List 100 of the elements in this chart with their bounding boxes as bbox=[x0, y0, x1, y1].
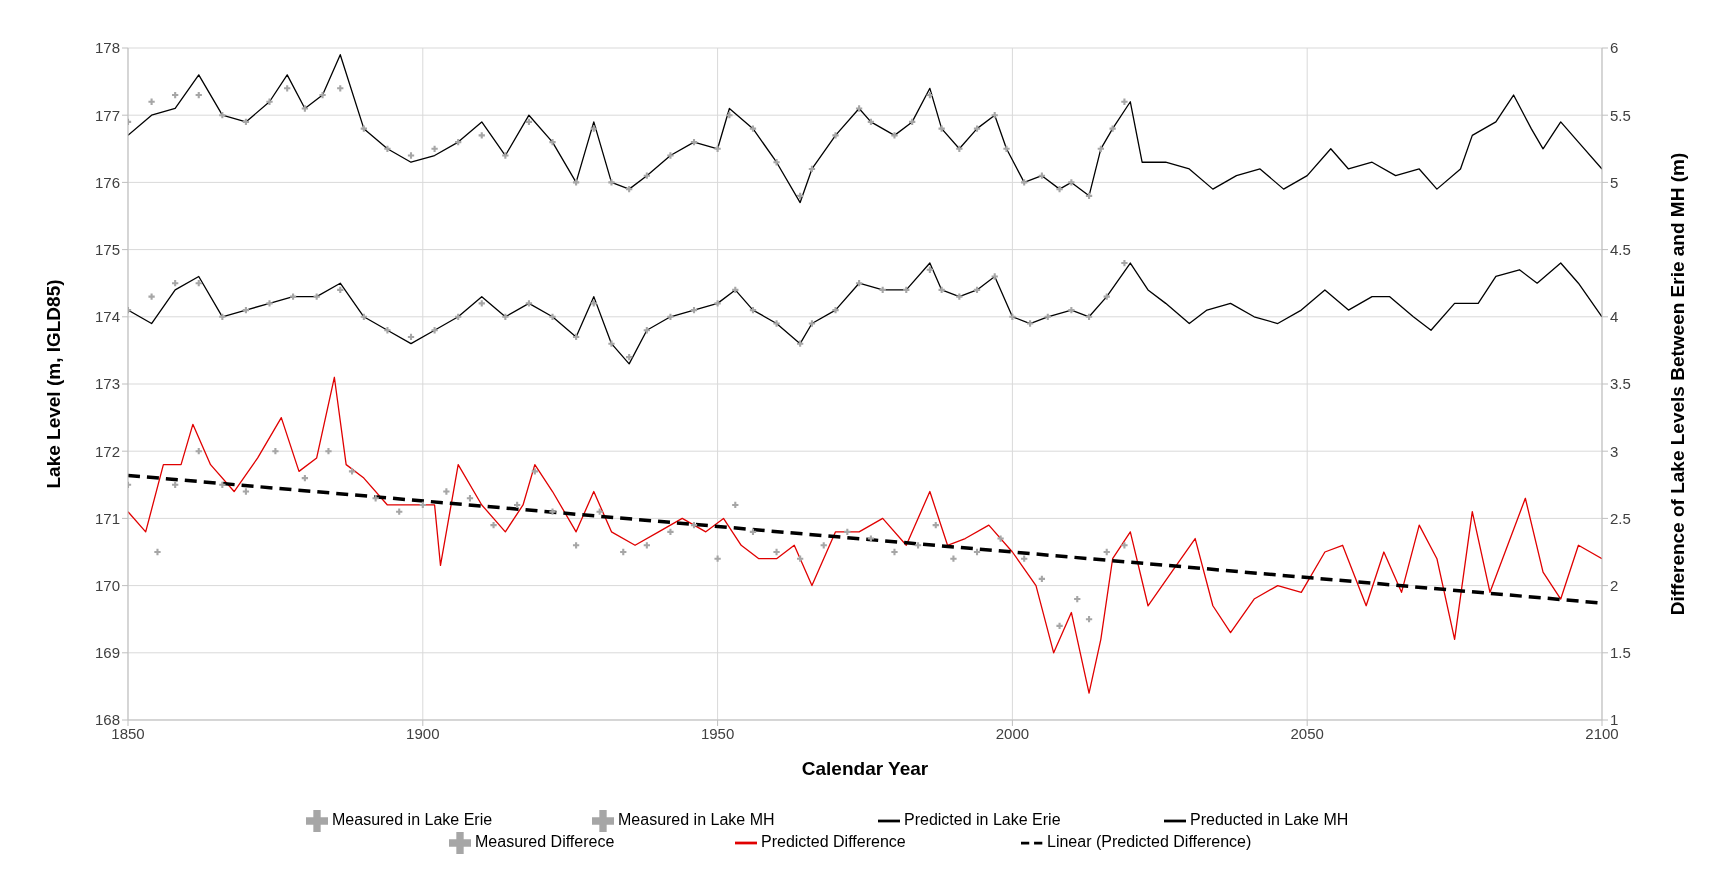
point bbox=[1121, 98, 1128, 105]
point bbox=[732, 501, 739, 509]
point bbox=[926, 266, 933, 273]
point bbox=[337, 286, 344, 294]
point bbox=[478, 132, 485, 139]
x-tick-label: 1950 bbox=[700, 724, 735, 742]
point bbox=[337, 85, 344, 92]
point bbox=[1038, 575, 1046, 583]
legend-label: Linear (Predicted Difference) bbox=[1047, 833, 1253, 852]
point bbox=[1044, 313, 1051, 320]
point bbox=[478, 300, 485, 307]
point bbox=[219, 481, 226, 488]
legend-label: Predicted in Lake Erie bbox=[904, 811, 1062, 830]
point bbox=[667, 152, 674, 159]
point bbox=[926, 91, 933, 99]
point bbox=[502, 313, 509, 320]
legend-label: Measured in Lake MH bbox=[618, 811, 776, 830]
point bbox=[773, 548, 780, 556]
y2-tick-label: 5 bbox=[1610, 173, 1619, 191]
y-tick-label: 170 bbox=[94, 576, 120, 594]
point bbox=[991, 112, 998, 119]
point bbox=[1038, 172, 1046, 179]
point bbox=[773, 159, 780, 166]
point bbox=[549, 508, 556, 515]
point bbox=[242, 306, 250, 314]
point bbox=[455, 313, 462, 320]
point bbox=[531, 468, 538, 475]
point bbox=[525, 118, 533, 126]
point bbox=[773, 320, 780, 327]
point bbox=[1009, 313, 1016, 320]
point bbox=[867, 118, 875, 126]
y2-tick-label: 6 bbox=[1610, 39, 1619, 57]
point bbox=[1056, 622, 1063, 630]
point bbox=[749, 528, 757, 535]
legend-label: Preducted in Lake MH bbox=[1190, 811, 1350, 830]
legend-label: Measured Differece bbox=[475, 833, 616, 852]
point bbox=[348, 468, 356, 475]
point bbox=[626, 353, 633, 361]
point bbox=[732, 286, 739, 294]
point bbox=[626, 185, 633, 193]
point bbox=[867, 535, 875, 542]
point bbox=[891, 132, 898, 139]
y2-tick-label: 3 bbox=[1610, 442, 1619, 460]
y2-tick-label: 1.5 bbox=[1610, 644, 1631, 662]
point bbox=[219, 112, 226, 119]
point bbox=[832, 132, 839, 139]
y2-tick-label: 5.5 bbox=[1610, 106, 1631, 124]
point bbox=[502, 152, 509, 159]
point bbox=[1103, 293, 1110, 300]
y-tick-label: 173 bbox=[94, 375, 120, 393]
point bbox=[938, 286, 945, 294]
point bbox=[855, 105, 863, 112]
y2-tick-label: 3.5 bbox=[1610, 375, 1631, 393]
point bbox=[1068, 179, 1075, 186]
point bbox=[1056, 185, 1063, 193]
point bbox=[272, 448, 279, 455]
point bbox=[991, 273, 998, 280]
point bbox=[195, 448, 202, 455]
point bbox=[466, 495, 474, 502]
point bbox=[407, 333, 415, 341]
y-axis-title: Lake Level (m, IGLD85) bbox=[42, 279, 64, 489]
point bbox=[301, 474, 309, 482]
point bbox=[572, 179, 580, 186]
point bbox=[690, 521, 698, 529]
y-tick-label: 169 bbox=[94, 644, 120, 662]
point bbox=[172, 280, 179, 287]
point bbox=[797, 192, 804, 199]
point bbox=[419, 501, 426, 509]
point bbox=[879, 286, 886, 294]
point bbox=[284, 85, 291, 92]
legend-label: Measured in Lake Erie bbox=[332, 811, 494, 830]
point bbox=[590, 300, 597, 307]
point bbox=[360, 125, 367, 132]
point bbox=[289, 293, 297, 300]
point bbox=[325, 448, 332, 455]
point bbox=[266, 300, 273, 307]
line-series bbox=[128, 376, 1602, 694]
point bbox=[148, 98, 155, 105]
line-series bbox=[128, 54, 1602, 204]
point bbox=[891, 548, 898, 556]
point bbox=[549, 313, 556, 320]
point bbox=[690, 138, 698, 146]
point bbox=[266, 98, 273, 105]
legend-label: Predicted Difference bbox=[761, 833, 907, 852]
point bbox=[820, 542, 827, 549]
point bbox=[1021, 179, 1028, 186]
y-tick-label: 174 bbox=[94, 308, 120, 326]
point bbox=[1026, 320, 1034, 327]
point bbox=[914, 542, 922, 549]
point bbox=[407, 152, 415, 159]
point bbox=[938, 125, 945, 132]
y-tick-label: 171 bbox=[94, 509, 120, 527]
point bbox=[714, 555, 721, 562]
point bbox=[154, 548, 161, 556]
x-tick-label: 1900 bbox=[406, 724, 440, 742]
point bbox=[643, 172, 650, 179]
y2-tick-label: 2.5 bbox=[1610, 509, 1631, 527]
point bbox=[932, 521, 939, 529]
point bbox=[643, 542, 650, 549]
point bbox=[909, 118, 916, 126]
